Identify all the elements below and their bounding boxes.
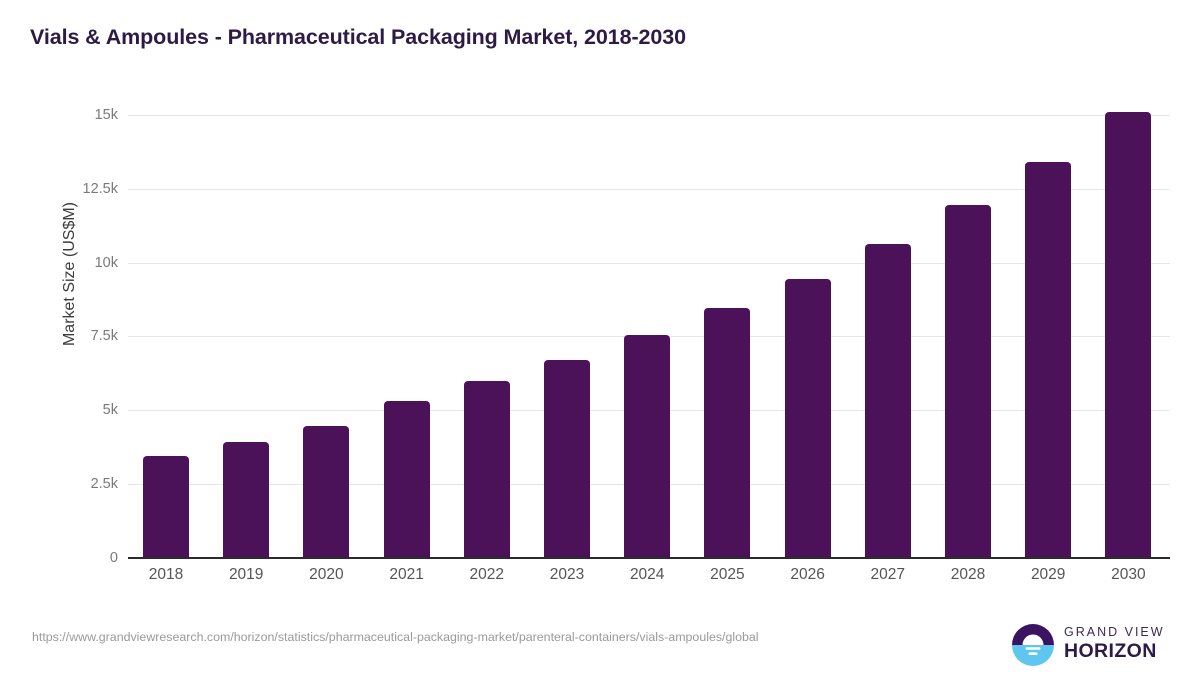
gridline (128, 189, 1170, 190)
x-axis-tick-label-2029: 2029 (1030, 566, 1066, 583)
x-axis-tick-label-2023: 2023 (549, 566, 585, 583)
bar-2021[interactable] (383, 401, 430, 558)
bar-2020[interactable] (303, 426, 350, 558)
logo-line-2: HORIZON (1064, 640, 1157, 662)
y-axis-tick-label: 2.5k (90, 475, 118, 492)
gridline (128, 262, 1170, 264)
bar-2030[interactable] (1105, 112, 1152, 558)
bar-2027[interactable] (864, 243, 911, 558)
logo-line-1: GRAND VIEW (1064, 625, 1165, 639)
x-axis-tick-label-2030: 2030 (1111, 566, 1146, 583)
grand-view-horizon-logo-icon (1012, 624, 1054, 666)
y-axis-tick-labels: 0 2.5k 5k 7.5k 10k 12.5k 15k (56, 0, 118, 675)
y-axis-tick-label: 10k (94, 254, 118, 271)
bar-2029[interactable] (1025, 162, 1072, 558)
bar-2028[interactable] (945, 205, 991, 558)
x-axis-tick-label-2019: 2019 (228, 566, 264, 583)
x-axis-tick-label-2024: 2024 (629, 566, 665, 583)
logo-wordmark: GRAND VIEW HORIZON (1064, 625, 1165, 662)
bar-2026[interactable] (784, 278, 831, 558)
x-axis-tick-label-2018: 2018 (148, 566, 184, 583)
x-axis-tick-label-2028: 2028 (950, 566, 986, 583)
bar-2019[interactable] (223, 441, 270, 558)
bar-2025[interactable] (704, 308, 751, 558)
y-axis-tick-label: 15k (94, 107, 118, 124)
y-axis-tick-label: 0 (109, 549, 118, 566)
bar-2018[interactable] (143, 455, 189, 558)
gridline (128, 115, 1170, 117)
page-title: Vials & Ampoules - Pharmaceutical Packag… (30, 25, 686, 49)
y-axis-tick-label: 12.5k (82, 181, 118, 197)
x-axis-tick-label-2027: 2027 (870, 566, 906, 583)
x-axis-tick-label-2021: 2021 (389, 566, 424, 583)
bar-2023[interactable] (544, 359, 590, 558)
y-axis-tick-label: 7.5k (90, 328, 118, 345)
x-axis-line (128, 556, 1170, 559)
x-axis-tick-label-2026: 2026 (790, 566, 825, 583)
x-axis-tick-label-2022: 2022 (469, 566, 505, 583)
x-axis-tick-label-2025: 2025 (710, 566, 745, 583)
y-axis-tick-label: 5k (102, 402, 118, 419)
bar-2024[interactable] (624, 334, 671, 558)
source-url[interactable]: https://www.grandviewresearch.com/horizo… (32, 630, 759, 644)
x-axis-tick-label-2020: 2020 (309, 566, 344, 583)
brand-logo: GRAND VIEW HORIZON (1012, 622, 1172, 668)
bar-2022[interactable] (463, 380, 510, 558)
